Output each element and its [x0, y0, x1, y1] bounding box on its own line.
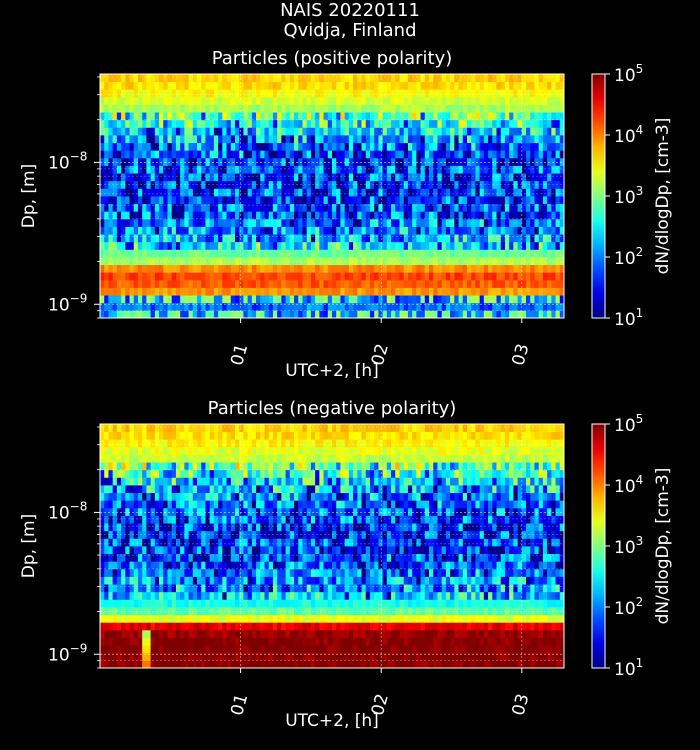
x-axis-label: UTC+2, [h]: [285, 711, 379, 731]
heatmap-cells: [100, 424, 565, 669]
y-axis-label: Dp, [m]: [19, 514, 39, 579]
panel-title-positive: Particles (positive polarity): [211, 48, 453, 69]
colorbar-tick-label: 101: [614, 656, 643, 680]
colorbar-tick-label: 101: [614, 306, 643, 330]
colorbar: [591, 73, 606, 319]
y-tick-label: 10−8: [48, 149, 87, 173]
grid-lines: [100, 424, 564, 669]
colorbar-tick-label: 105: [614, 412, 643, 436]
colorbar-label: dN/dlogDp, [cm-3]: [653, 468, 673, 625]
colorbar-tick-label: 104: [614, 473, 643, 497]
y-tick-label: 10−9: [48, 641, 87, 665]
y-axis-label: Dp, [m]: [19, 164, 39, 229]
x-tick-label: 01: [227, 692, 252, 718]
colorbar-tick-label: 102: [614, 595, 643, 619]
y-tick-label: 10−8: [48, 499, 87, 523]
y-tick-label: 10−9: [48, 291, 87, 315]
colorbar-tick-label: 104: [614, 123, 643, 147]
colorbar-tick-label: 103: [614, 534, 643, 558]
colorbar: [591, 423, 606, 669]
plot-frame: [99, 73, 565, 319]
colorbar-tick-label: 102: [614, 245, 643, 269]
x-axis-label: UTC+2, [h]: [285, 361, 379, 381]
x-tick-label: 03: [509, 692, 534, 718]
colorbar-label: dN/dlogDp, [cm-3]: [653, 118, 673, 275]
colorbar-tick-label: 105: [614, 62, 643, 86]
figure-subtitle: Qvidja, Finland: [283, 20, 417, 41]
panel-title-negative: Particles (negative polarity): [207, 398, 457, 419]
figure-title: NAIS 20220111: [280, 0, 420, 21]
colorbar-tick-label: 103: [614, 184, 643, 208]
plot-frame: [99, 423, 565, 669]
heatmap-cells: [100, 74, 565, 319]
